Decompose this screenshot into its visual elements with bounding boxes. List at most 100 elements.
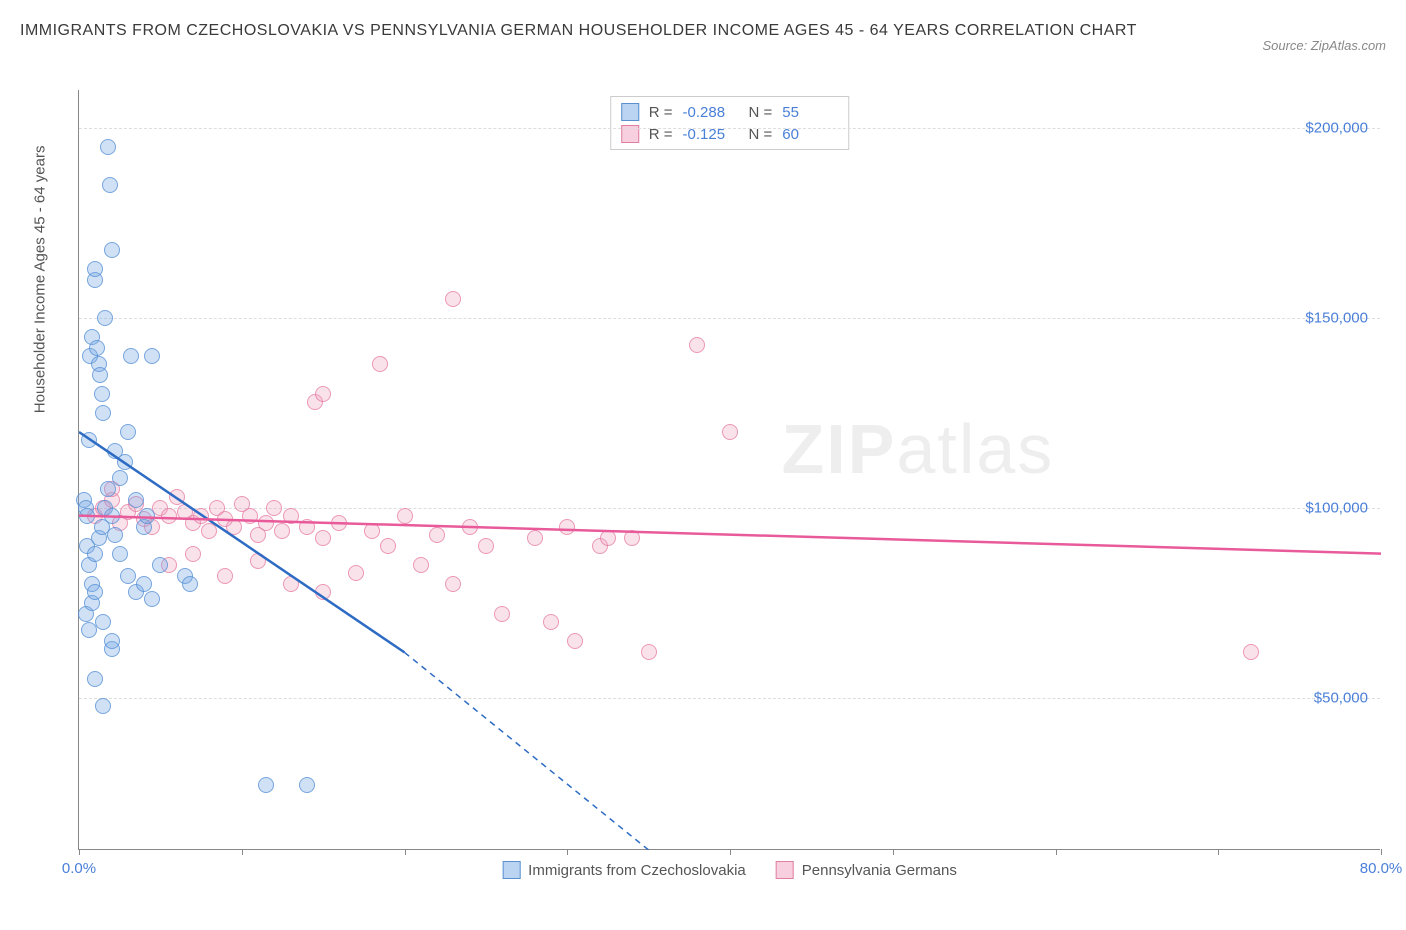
- data-point: [169, 489, 185, 505]
- data-point: [112, 470, 128, 486]
- data-point: [95, 614, 111, 630]
- x-tick-mark: [405, 849, 406, 855]
- legend-label: Pennsylvania Germans: [802, 862, 957, 879]
- data-point: [95, 405, 111, 421]
- data-point: [144, 348, 160, 364]
- data-point: [258, 777, 274, 793]
- x-tick-mark: [1218, 849, 1219, 855]
- gridline: [79, 698, 1380, 699]
- data-point: [429, 527, 445, 543]
- chart-title: IMMIGRANTS FROM CZECHOSLOVAKIA VS PENNSY…: [20, 18, 1137, 44]
- data-point: [112, 546, 128, 562]
- y-tick-label: $50,000: [1314, 690, 1368, 707]
- gridline: [79, 318, 1380, 319]
- x-tick-mark: [1056, 849, 1057, 855]
- source-attribution: Source: ZipAtlas.com: [1262, 38, 1386, 53]
- data-point: [478, 538, 494, 554]
- data-point: [494, 606, 510, 622]
- y-tick-label: $200,000: [1305, 120, 1368, 137]
- data-point: [193, 508, 209, 524]
- data-point: [274, 523, 290, 539]
- stat-r-value: -0.288: [683, 104, 739, 121]
- data-point: [266, 500, 282, 516]
- data-point: [182, 576, 198, 592]
- data-point: [445, 291, 461, 307]
- data-point: [107, 527, 123, 543]
- data-point: [364, 523, 380, 539]
- data-point: [372, 356, 388, 372]
- data-point: [226, 519, 242, 535]
- header: IMMIGRANTS FROM CZECHOSLOVAKIA VS PENNSY…: [0, 0, 1406, 61]
- data-point: [92, 367, 108, 383]
- legend-swatch: [776, 861, 794, 879]
- data-point: [104, 633, 120, 649]
- data-point: [217, 568, 233, 584]
- scatter-plot: ZIPatlas R =-0.288N =55R =-0.125N =60 Im…: [78, 90, 1380, 850]
- data-point: [283, 508, 299, 524]
- x-tick-mark: [242, 849, 243, 855]
- data-point: [600, 530, 616, 546]
- data-point: [543, 614, 559, 630]
- data-point: [104, 242, 120, 258]
- data-point: [152, 557, 168, 573]
- stat-n-label: N =: [749, 104, 773, 121]
- data-point: [413, 557, 429, 573]
- data-point: [299, 777, 315, 793]
- data-point: [315, 530, 331, 546]
- data-point: [331, 515, 347, 531]
- data-point: [87, 546, 103, 562]
- data-point: [567, 633, 583, 649]
- data-point: [299, 519, 315, 535]
- data-point: [100, 139, 116, 155]
- data-point: [97, 310, 113, 326]
- data-point: [87, 671, 103, 687]
- data-point: [81, 622, 97, 638]
- y-tick-label: $150,000: [1305, 310, 1368, 327]
- data-point: [104, 508, 120, 524]
- data-point: [139, 508, 155, 524]
- x-tick-mark: [567, 849, 568, 855]
- data-point: [120, 424, 136, 440]
- data-point: [123, 348, 139, 364]
- trendlines: [79, 90, 1381, 850]
- data-point: [445, 576, 461, 592]
- watermark: ZIPatlas: [782, 409, 1055, 489]
- data-point: [87, 261, 103, 277]
- x-tick-mark: [893, 849, 894, 855]
- x-tick-label: 80.0%: [1360, 860, 1403, 877]
- data-point: [283, 576, 299, 592]
- legend-item: Immigrants from Czechoslovakia: [502, 861, 746, 879]
- data-point: [117, 454, 133, 470]
- data-point: [136, 576, 152, 592]
- gridline: [79, 128, 1380, 129]
- chart-container: Householder Income Ages 45 - 64 years ZI…: [50, 90, 1380, 880]
- data-point: [527, 530, 543, 546]
- stat-row: R =-0.125N =60: [621, 123, 839, 145]
- legend-swatch: [621, 103, 639, 121]
- stat-r-label: R =: [649, 104, 673, 121]
- data-point: [89, 340, 105, 356]
- data-point: [641, 644, 657, 660]
- data-point: [315, 386, 331, 402]
- legend-swatch: [502, 861, 520, 879]
- data-point: [315, 584, 331, 600]
- data-point: [722, 424, 738, 440]
- data-point: [397, 508, 413, 524]
- legend-item: Pennsylvania Germans: [776, 861, 957, 879]
- data-point: [462, 519, 478, 535]
- data-point: [95, 698, 111, 714]
- data-point: [258, 515, 274, 531]
- data-point: [81, 432, 97, 448]
- data-point: [380, 538, 396, 554]
- x-tick-label: 0.0%: [62, 860, 96, 877]
- stat-row: R =-0.288N =55: [621, 101, 839, 123]
- x-tick-mark: [79, 849, 80, 855]
- data-point: [120, 568, 136, 584]
- x-tick-mark: [1381, 849, 1382, 855]
- data-point: [242, 508, 258, 524]
- correlation-stats-box: R =-0.288N =55R =-0.125N =60: [610, 96, 850, 150]
- x-tick-mark: [730, 849, 731, 855]
- data-point: [559, 519, 575, 535]
- legend-label: Immigrants from Czechoslovakia: [528, 862, 746, 879]
- data-point: [94, 386, 110, 402]
